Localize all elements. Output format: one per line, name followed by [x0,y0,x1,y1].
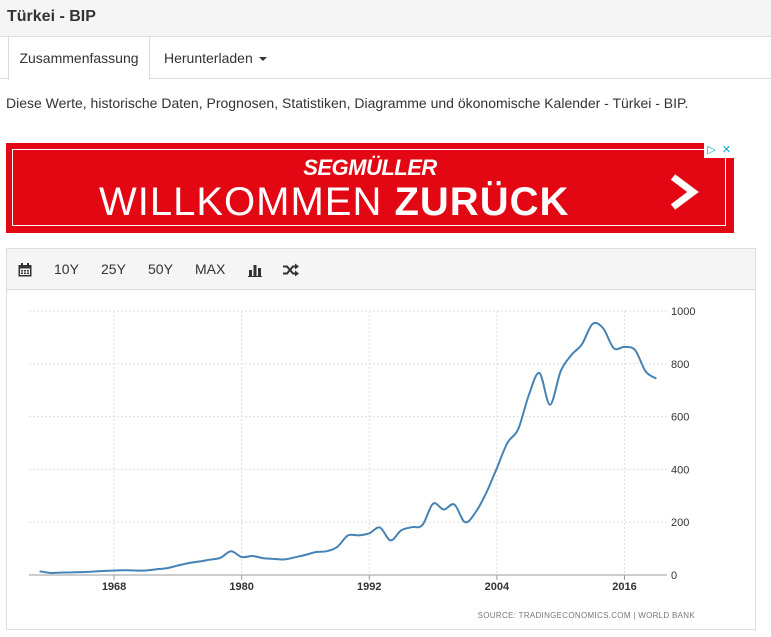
bar-chart-icon[interactable] [248,249,262,289]
caret-down-icon [258,57,267,62]
range-max-button[interactable]: MAX [195,261,226,277]
ad-close-icon[interactable]: ✕ [721,144,732,156]
y-tick-label: 200 [671,517,689,529]
ad-frame: SEGMÜLLER WILLKOMMEN ZURÜCK [12,149,726,226]
x-tick-label: 2004 [485,581,510,593]
tab-download[interactable]: Herunterladen [164,37,267,79]
range-50y-button[interactable]: 50Y [148,261,173,277]
calendar-icon[interactable] [18,249,32,289]
chart-source: SOURCE: TRADINGECONOMICS.COM | WORLD BAN… [478,611,696,620]
range-10y-button[interactable]: 10Y [54,261,79,277]
chart-container: 0 200 400 600 800 1000 1968 1980 1992 2004 2016 S… [6,290,756,630]
ad-headline-light: WILLKOMMEN [99,180,383,224]
x-tick-label: 1992 [357,581,381,593]
ad-headline-bold: ZURÜCK [394,180,570,224]
series-line-gdp [39,321,657,574]
chart-toolbar: 10Y 25Y 50Y MAX [6,248,756,290]
ad-info-icon[interactable]: ▷ [707,144,716,156]
ad-choices[interactable]: ▷ ✕ [704,143,734,158]
y-tick-label: 400 [671,464,689,476]
title-bar: Türkei - BIP [0,0,771,37]
x-tick-label: 1968 [102,581,126,593]
page-title: Türkei - BIP [7,8,96,25]
shuffle-icon[interactable] [283,249,299,289]
chevron-right-icon [670,174,699,210]
range-25y-button[interactable]: 25Y [101,261,126,277]
tab-summary[interactable]: Zusammenfassung [8,37,150,80]
y-tick-label: 800 [671,359,689,371]
x-tick-label: 2016 [612,581,636,593]
page-description: Diese Werte, historische Daten, Prognose… [6,95,689,111]
x-tick-label: 1980 [229,581,253,593]
tab-download-label: Herunterladen [164,50,253,66]
tab-bar: Zusammenfassung Herunterladen [0,37,771,80]
y-tick-label: 600 [671,412,689,424]
ad-brand: SEGMÜLLER [303,155,437,180]
ad-banner[interactable]: SEGMÜLLER WILLKOMMEN ZURÜCK ▷ ✕ [6,143,734,233]
y-tick-label: 1000 [671,306,695,318]
gdp-line-chart: 0 200 400 600 800 1000 1968 1980 1992 2004 2016 S… [29,306,696,620]
y-tick-label: 0 [671,570,677,582]
ad-headline: WILLKOMMEN ZURÜCK [99,180,569,225]
